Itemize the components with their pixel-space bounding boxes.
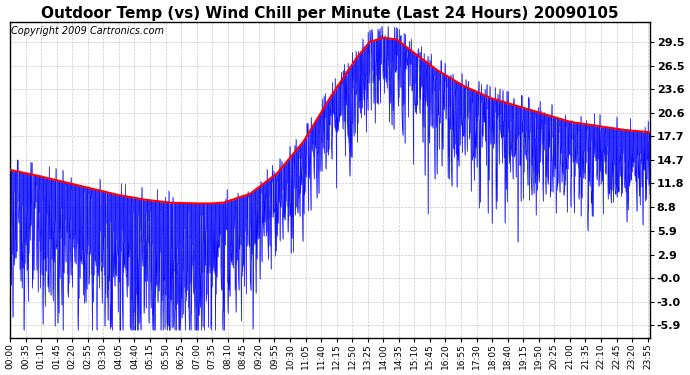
Text: Copyright 2009 Cartronics.com: Copyright 2009 Cartronics.com (11, 27, 164, 36)
Title: Outdoor Temp (vs) Wind Chill per Minute (Last 24 Hours) 20090105: Outdoor Temp (vs) Wind Chill per Minute … (41, 6, 619, 21)
